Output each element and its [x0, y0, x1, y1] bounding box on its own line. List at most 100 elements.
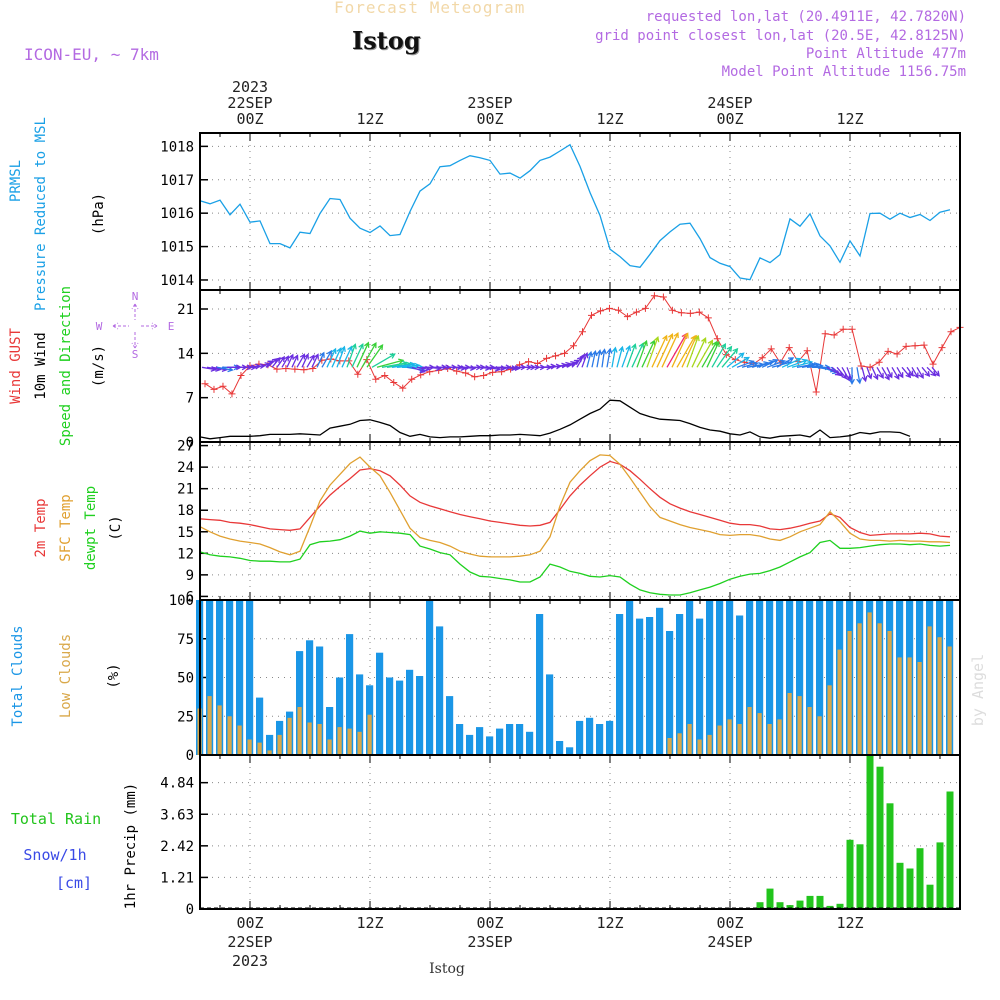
total-cloud-bar — [716, 600, 724, 755]
wind-direction-arrow — [361, 342, 377, 368]
bottom-time-label: 00Z — [476, 914, 503, 932]
total-cloud-bar — [616, 614, 624, 755]
low-cloud-bar — [917, 662, 922, 755]
total-cloud-bar — [596, 724, 604, 755]
precip-label-cm: [cm] — [56, 874, 92, 892]
total-cloud-bar — [746, 600, 754, 755]
total-cloud-bar — [236, 600, 244, 755]
total-cloud-bar — [316, 646, 324, 755]
y-tick-label: 21 — [177, 302, 194, 318]
wind-direction-arrow — [281, 355, 289, 368]
wind-gust-marker — [659, 293, 667, 301]
total-cloud-bar — [796, 600, 804, 755]
wind-direction-arrow — [351, 342, 364, 368]
rain-bar — [896, 862, 904, 909]
low-cloud-bar — [237, 725, 242, 755]
wind-gust-marker — [695, 308, 703, 316]
model-name: ICON-EU, ~ 7km — [24, 45, 159, 64]
wind-direction-arrow — [776, 357, 795, 368]
wind-direction-arrow — [711, 343, 726, 368]
wind-direction-arrow — [581, 352, 589, 368]
wind-ylabel-unit: (m/s) — [91, 345, 107, 387]
total-cloud-bar — [566, 747, 574, 756]
total-cloud-bar — [786, 600, 794, 755]
top-time-label: 12Z — [836, 110, 863, 128]
rain-bar — [836, 903, 844, 909]
total-cloud-bar — [436, 626, 444, 755]
total-cloud-bar — [806, 600, 814, 755]
wind-direction-arrow — [691, 337, 707, 368]
total-cloud-bar — [606, 720, 614, 755]
wind-gust-marker — [920, 341, 928, 349]
temperature-panel-frame — [199, 441, 961, 601]
low-cloud-bar — [927, 626, 932, 755]
wind-gust-marker — [570, 342, 578, 350]
y-tick-label: 9 — [186, 568, 194, 584]
wind-direction-arrow — [316, 351, 325, 368]
wind-gust-marker — [605, 304, 613, 312]
top-time-label: 22SEP — [227, 94, 272, 112]
wind-direction-arrow — [341, 345, 353, 368]
rain-bar — [796, 900, 804, 909]
total-cloud-bar — [256, 697, 264, 755]
wind-direction-arrow — [336, 345, 346, 368]
low-cloud-bar — [357, 731, 362, 756]
wind-gust-marker — [632, 308, 640, 316]
pressure-ylabel-unit: (hPa) — [91, 193, 107, 235]
wind-gust-marker — [857, 362, 865, 370]
total-cloud-bar — [626, 600, 634, 755]
y-tick-label: 100 — [169, 593, 194, 609]
low-cloud-bar — [207, 696, 212, 755]
low-cloud-bar — [217, 705, 222, 755]
point-altitude: Point Altitude 477m — [805, 46, 966, 62]
wind-direction-arrow — [286, 353, 294, 368]
low-cloud-bar — [867, 612, 872, 755]
wind-gust-marker — [471, 373, 479, 381]
bottom-time-label: 23SEP — [467, 933, 512, 951]
wind-direction-arrow — [921, 366, 931, 378]
wind-gust-marker — [821, 330, 829, 338]
pressure-ylabel-prmsl: PRMSL — [8, 160, 24, 202]
wind-ylabel-direction: Speed and Direction — [58, 286, 74, 446]
wind-gust-marker — [704, 314, 712, 322]
wind-gust-marker — [210, 385, 218, 393]
clouds-ylabel-unit: (%) — [106, 663, 122, 688]
wind-direction-arrow — [891, 366, 900, 380]
wind-direction-arrow — [856, 367, 863, 385]
total-cloud-bar — [506, 724, 514, 755]
total-cloud-bar — [556, 741, 564, 755]
total-cloud-bar — [306, 640, 314, 755]
rain-bar — [776, 902, 784, 909]
watermark-credit: by Angel — [969, 654, 987, 726]
top-time-label: 23SEP — [467, 94, 512, 112]
wind-gust-marker — [803, 347, 811, 355]
wind-gust-marker — [354, 370, 362, 378]
rain-bar — [856, 844, 864, 909]
wind-direction-arrow — [651, 334, 668, 368]
pressure-line — [199, 143, 951, 281]
wind-gust-marker — [830, 331, 838, 339]
wind-direction-arrow — [766, 359, 786, 368]
wind-gust-marker — [300, 366, 308, 374]
wind-gust-marker — [623, 313, 631, 321]
low-cloud-bar — [257, 742, 262, 755]
total-cloud-bar — [636, 618, 644, 755]
location-name: Istog — [352, 26, 421, 55]
footer-location: Istog — [429, 961, 465, 977]
bottom-time-label: 12Z — [596, 914, 623, 932]
wind-direction-arrow — [291, 354, 299, 368]
wind-gust-marker — [875, 358, 883, 366]
wind-direction-arrow — [791, 360, 814, 368]
y-tick-label: 6 — [186, 589, 194, 605]
wind-ylabel-10m: 10m Wind — [33, 332, 49, 399]
wind-direction-arrow — [886, 367, 893, 379]
low-cloud-bar — [267, 750, 272, 755]
rain-bar — [786, 905, 794, 909]
y-tick-label: 14 — [177, 346, 194, 362]
rain-bar — [926, 884, 934, 909]
bottom-time-label: 24SEP — [707, 933, 752, 951]
wind-direction-arrow — [646, 336, 660, 368]
wind-direction-arrow — [321, 349, 332, 368]
y-tick-label: 3.63 — [160, 807, 194, 823]
wind-direction-arrow — [781, 357, 802, 368]
